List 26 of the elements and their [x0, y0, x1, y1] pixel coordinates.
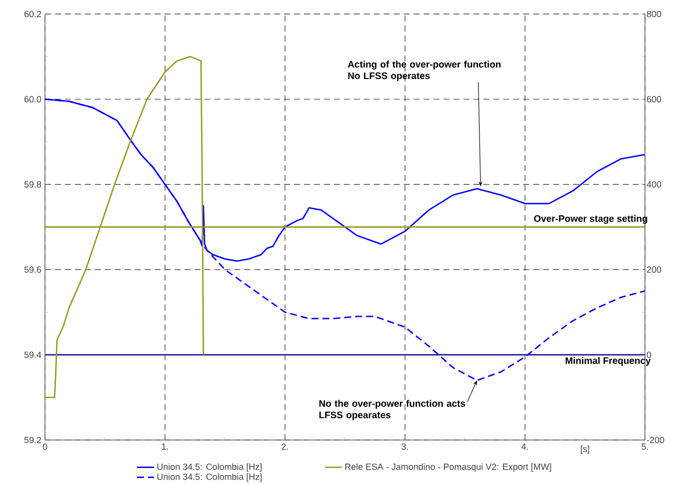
- y2-tick-label: 600: [646, 96, 662, 102]
- y-tick-label: 59.4: [24, 352, 42, 358]
- ref-line-label: Over-Power stage setting: [534, 214, 648, 224]
- y2-tick-label: 0: [646, 352, 652, 358]
- y-tick-label: 59.8: [24, 181, 42, 188]
- y2-tick-label: 800: [646, 10, 662, 18]
- y-tick-label: 60.2: [24, 10, 42, 18]
- x-tick-label: 2.: [282, 444, 288, 450]
- annotation: No the over-power function acts LFSS opearates: [319, 400, 466, 420]
- x-tick-label: 1.: [162, 444, 168, 450]
- y-tick-label: 59.2: [24, 436, 42, 444]
- legend-label: Rele ESA - Jamondino - Pomasqui V2: Export [MW]: [345, 463, 552, 472]
- y2-tick-label: 200: [646, 266, 662, 273]
- y-tick-label: 59.6: [24, 266, 42, 273]
- x-axis-title: [s]: [580, 446, 590, 454]
- x-tick-label: 4.: [521, 444, 528, 450]
- annotation: Acting of the over-power function No LFSS operates: [348, 60, 501, 81]
- x-tick-label: 0: [42, 444, 48, 450]
- ref-line-label: Minimal Frequency: [566, 356, 651, 366]
- y2-tick-label: 400: [646, 181, 662, 188]
- y2-tick-label: -200: [646, 436, 664, 444]
- y-tick-label: 60.0: [24, 96, 42, 102]
- legend-label: Union 34.5: Colombia [Hz]: [157, 473, 262, 482]
- x-tick-label: 5.: [642, 444, 648, 450]
- x-tick-label: 3.: [402, 444, 408, 450]
- legend-label: Union 34.5: Colombia [Hz]: [157, 463, 262, 472]
